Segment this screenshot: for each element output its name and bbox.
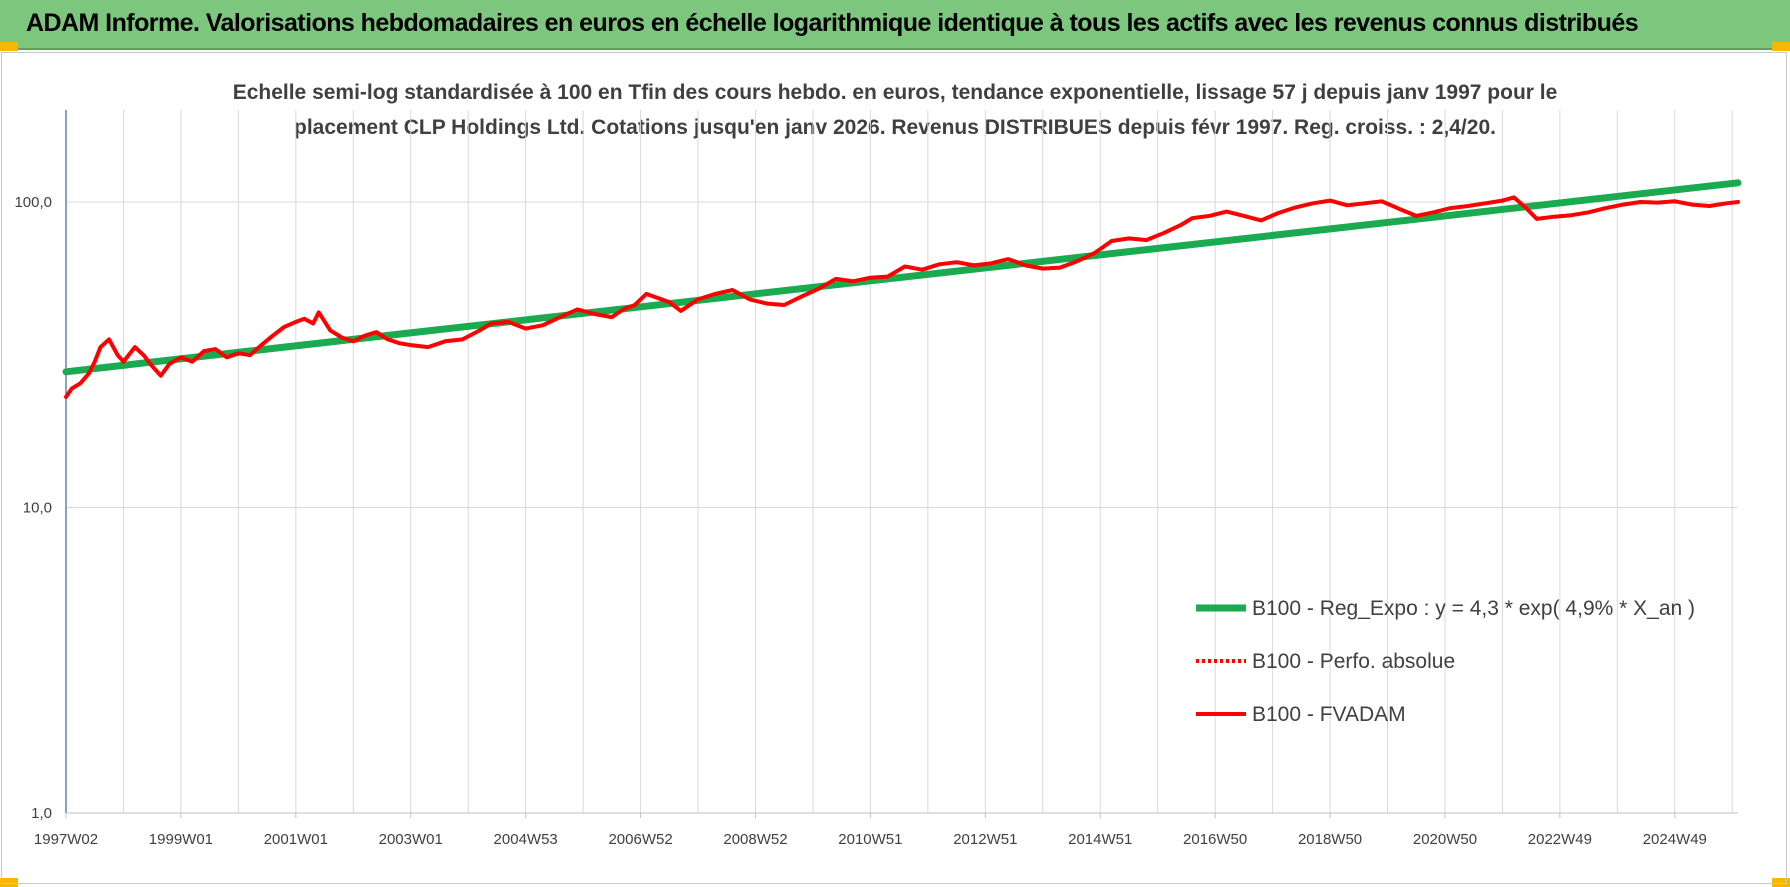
page-title: ADAM Informe. Valorisations hebdomadaire… <box>26 9 1639 37</box>
x-tick-label: 2012W51 <box>953 831 1017 848</box>
x-tick-label: 2004W53 <box>494 831 558 848</box>
y-tick-label: 10,0 <box>23 499 52 516</box>
corner-marker-top-right <box>1772 42 1790 51</box>
corner-marker-top-left <box>0 42 18 51</box>
x-tick-label: 2022W49 <box>1528 831 1592 848</box>
x-tick-label: 1997W02 <box>34 831 98 848</box>
legend-label: B100 - FVADAM <box>1252 703 1406 726</box>
x-tick-label: 2006W52 <box>608 831 672 848</box>
x-tick-label: 2010W51 <box>838 831 902 848</box>
chart-subtitle: Echelle semi-log standardisée à 100 en T… <box>233 81 1558 139</box>
legend-label: B100 - Perfo. absolue <box>1252 650 1455 673</box>
legend: B100 - Reg_Expo : y = 4,3 * exp( 4,9% * … <box>1196 597 1695 726</box>
corner-marker-bottom-right <box>1772 878 1790 887</box>
y-tick-label: 100,0 <box>14 194 52 211</box>
x-tick-label: 2018W50 <box>1298 831 1362 848</box>
x-tick-label: 2024W49 <box>1643 831 1707 848</box>
x-tick-label: 1999W01 <box>149 831 213 848</box>
series-line-thick-green <box>62 179 1742 376</box>
header-bar: ADAM Informe. Valorisations hebdomadaire… <box>0 0 1790 50</box>
x-tick-label: 2008W52 <box>723 831 787 848</box>
chart-subtitle-line-1: Echelle semi-log standardisée à 100 en T… <box>233 81 1558 104</box>
gridlines <box>66 110 1738 814</box>
x-tick-label: 2020W50 <box>1413 831 1477 848</box>
x-tick-label: 2014W51 <box>1068 831 1132 848</box>
corner-marker-bottom-left <box>0 878 18 887</box>
x-tick-label: 2016W50 <box>1183 831 1247 848</box>
axes: 1,0 10,0 100,0 1997W02 1999W01 2001W01 2003W01… <box>14 110 1738 848</box>
x-tick-label: 2001W01 <box>264 831 328 848</box>
x-tick-label: 2003W01 <box>379 831 443 848</box>
series <box>62 179 1742 399</box>
series-line-thick-red <box>64 195 1740 399</box>
chart-subtitle-line-2: placement CLP Holdings Ltd. Cotations ju… <box>294 116 1496 139</box>
y-tick-label: 1,0 <box>31 805 52 822</box>
chart-frame <box>1 52 1787 884</box>
legend-label: B100 - Reg_Expo : y = 4,3 * exp( 4,9% * … <box>1252 597 1695 620</box>
